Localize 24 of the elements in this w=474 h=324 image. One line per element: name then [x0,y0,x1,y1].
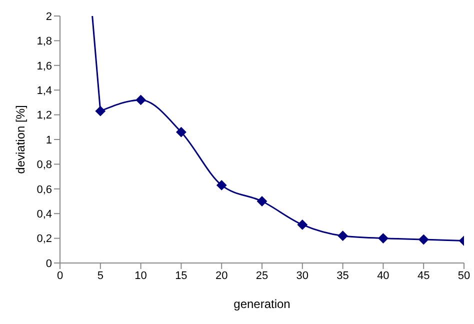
x-tick-label: 25 [256,270,268,282]
y-tick-label: 0 [46,258,52,270]
x-tick-label: 35 [336,270,349,282]
x-tick-label: 5 [97,270,104,282]
y-tick-label: 0,4 [36,208,52,221]
x-tick-label: 40 [377,270,390,282]
x-tick-label: 45 [417,270,430,282]
y-tick-label: 1,6 [36,60,52,72]
y-axis-title: deviation [%] [13,105,28,174]
x-tick-label: 10 [134,270,147,282]
x-tick-label: 20 [215,270,228,282]
x-tick-label: 15 [175,270,188,282]
x-tick-label: 0 [56,270,64,282]
x-tick-label: 30 [296,270,309,282]
y-tick-label: 1,2 [36,110,52,122]
y-tick-label: 2 [46,10,52,23]
y-tick-label: 1,4 [36,85,52,98]
y-tick-label: 1,8 [36,36,52,48]
x-axis-title: generation [234,297,290,311]
y-tick-label: 0,8 [36,159,52,172]
x-tick-label: 50 [458,270,470,282]
y-tick-label: 0,2 [36,233,52,246]
y-tick-label: 1 [46,134,52,146]
y-tick-label: 0,6 [36,184,52,196]
